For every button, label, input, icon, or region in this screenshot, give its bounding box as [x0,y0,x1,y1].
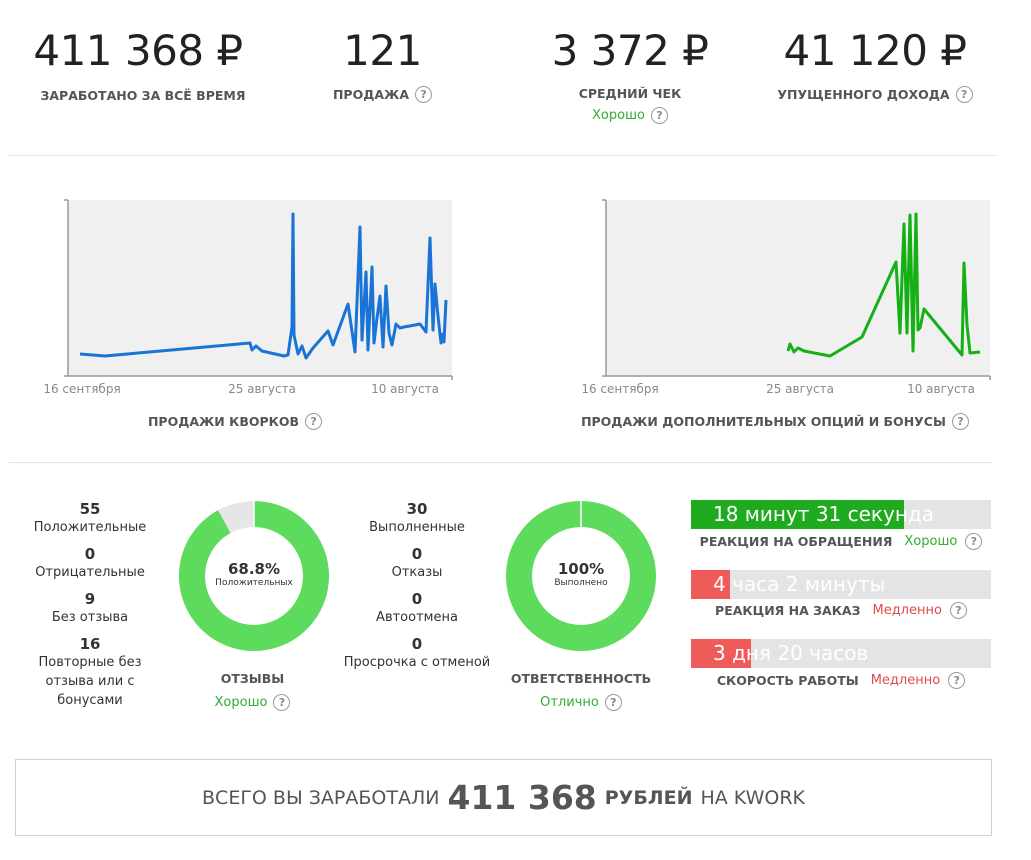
chart-title-text: ПРОДАЖИ ДОПОЛНИТЕЛЬНЫХ ОПЦИЙ И БОНУСЫ [581,414,946,429]
stat-sales-label-text: ПРОДАЖА [332,87,410,102]
count-label: Просрочка с отменой [343,655,491,670]
work-speed-label: СКОРОСТЬ РАБОТЫ Медленно ? [691,672,991,689]
help-icon[interactable]: ? [948,672,966,689]
bar-value: 3 дня 20 часов [713,641,869,665]
reviews-title: ОТЗЫВЫ [220,671,285,686]
options-bonus-line [786,212,981,358]
help-icon[interactable]: ? [949,602,967,619]
stat-lost-income-label: УПУЩЕННОГО ДОХОДА ? [765,86,985,103]
help-icon[interactable]: ? [604,694,622,711]
count-number: 0 [411,635,423,653]
help-icon[interactable]: ? [415,86,433,103]
help-icon[interactable]: ? [273,694,291,711]
status-text: Медленно [872,603,942,618]
status-text: Хорошо [214,695,268,710]
count-label: Положительные [33,520,147,535]
chart-tick-label: 25 августа [228,382,296,396]
donut-value: 68.8% [227,560,281,578]
count-number: 9 [84,590,96,608]
help-icon[interactable]: ? [305,413,323,430]
total-earned-banner: ВСЕГО ВЫ ЗАРАБОТАЛИ 411 368 РУБЛЕЙ НА KW… [15,759,992,836]
status-text: Хорошо [904,534,958,549]
status-text: Медленно [870,673,941,688]
count-number: 0 [411,590,423,608]
chart-plot-area [68,200,452,376]
chart-tick-label: 16 сентября [43,382,120,396]
chart-tick-label: 10 августа [371,382,439,396]
count-label: Отказы [391,565,443,580]
response-speed-label: РЕАКЦИЯ НА ОБРАЩЕНИЯ Хорошо ? [691,533,991,550]
donut-value: 100% [557,560,605,578]
total-prefix: ВСЕГО ВЫ ЗАРАБОТАЛИ [202,786,440,809]
bar-label: РЕАКЦИЯ НА ЗАКАЗ [715,603,861,618]
stat-avg-check-status: Хорошо ? [530,107,730,124]
stat-sales-label: ПРОДАЖА ? [300,86,465,103]
status-text: Отлично [540,695,599,710]
help-icon[interactable]: ? [955,86,973,103]
chart-title-text: ПРОДАЖИ КВОРКОВ [147,414,300,429]
responsibility-status: Отлично ? [520,694,642,711]
responsibility-donut-center: 100% Выполнено [504,560,658,588]
responsibility-counts: 30 Выполненные 0 Отказы 0 Автоотмена 0 П… [342,500,492,672]
stat-lost-income-label-text: УПУЩЕННОГО ДОХОДА [777,87,950,102]
divider [9,155,997,156]
count-label: Отрицательные [35,565,145,580]
order-reaction-bar: 4 часа 2 минуты [691,570,991,599]
stat-lost-income-value: 41 120 ₽ [783,26,967,75]
count-label: Без отзыва [51,610,129,625]
reviews-status: Хорошо ? [190,694,315,711]
bar-fill [691,570,730,599]
bar-label: СКОРОСТЬ РАБОТЫ [716,673,859,688]
order-reaction-label: РЕАКЦИЯ НА ЗАКАЗ Медленно ? [691,602,991,619]
responsibility-title: ОТВЕТСТВЕННОСТЬ [510,671,652,686]
help-icon[interactable]: ? [965,533,983,550]
reviews-donut-center: 68.8% Положительных [177,560,331,588]
stat-earned-value: 411 368 ₽ [33,26,243,75]
total-amount: 411 368 [447,778,597,817]
donut-caption: Положительных [215,578,293,588]
count-number: 55 [79,500,101,518]
reviews-donut [179,500,329,651]
status-text: Хорошо [592,108,645,123]
stat-avg-check-label-text: СРЕДНИЙ ЧЕК [578,86,682,101]
count-label: Выполненные [369,520,465,535]
bar-label: РЕАКЦИЯ НА ОБРАЩЕНИЯ [699,534,893,549]
total-tail: НА KWORK [700,786,805,809]
donut-caption: Выполнено [554,578,608,588]
kwork-sales-chart-title: ПРОДАЖИ КВОРКОВ ? [100,413,370,430]
response-speed-bar: 18 минут 31 секунда [691,500,991,529]
chart-tick-label: 25 августа [766,382,834,396]
count-label: Повторные без отзыва или с бонусами [38,655,142,708]
stat-earned-label: ЗАРАБОТАНО ЗА ВСЁ ВРЕМЯ [18,88,268,103]
count-number: 30 [406,500,428,518]
count-number: 0 [84,545,96,563]
bar-value: 18 минут 31 секунда [713,502,934,526]
stat-avg-check-value: 3 372 ₽ [551,26,709,75]
work-speed-bar: 3 дня 20 часов [691,639,991,668]
help-icon[interactable]: ? [951,413,969,430]
bar-fill [691,500,904,529]
count-number: 0 [411,545,423,563]
divider [9,462,992,463]
options-bonus-chart-title: ПРОДАЖИ ДОПОЛНИТЕЛЬНЫХ ОПЦИЙ И БОНУСЫ ? [575,413,975,430]
chart-tick-label: 16 сентября [581,382,658,396]
kwork-sales-line [79,212,448,360]
chart-tick-label: 10 августа [907,382,975,396]
kwork-sales-chart: 16 сентября 25 августа 10 августа [43,199,453,396]
total-suffix: РУБЛЕЙ [604,786,693,809]
bar-value: 4 часа 2 минуты [713,572,886,596]
count-label: Автоотмена [376,610,458,625]
responsibility-donut [506,500,656,651]
stat-avg-check-label: СРЕДНИЙ ЧЕК [530,86,730,101]
stat-earned-label-text: ЗАРАБОТАНО ЗА ВСЁ ВРЕМЯ [40,88,246,103]
stat-sales-value: 121 [343,26,422,75]
help-icon[interactable]: ? [650,107,668,124]
reviews-counts: 55 Положительные 0 Отрицательные 9 Без о… [10,500,170,710]
bar-fill [691,639,751,668]
count-number: 16 [79,635,101,653]
options-bonus-chart: 16 сентября 25 августа 10 августа [581,199,991,396]
